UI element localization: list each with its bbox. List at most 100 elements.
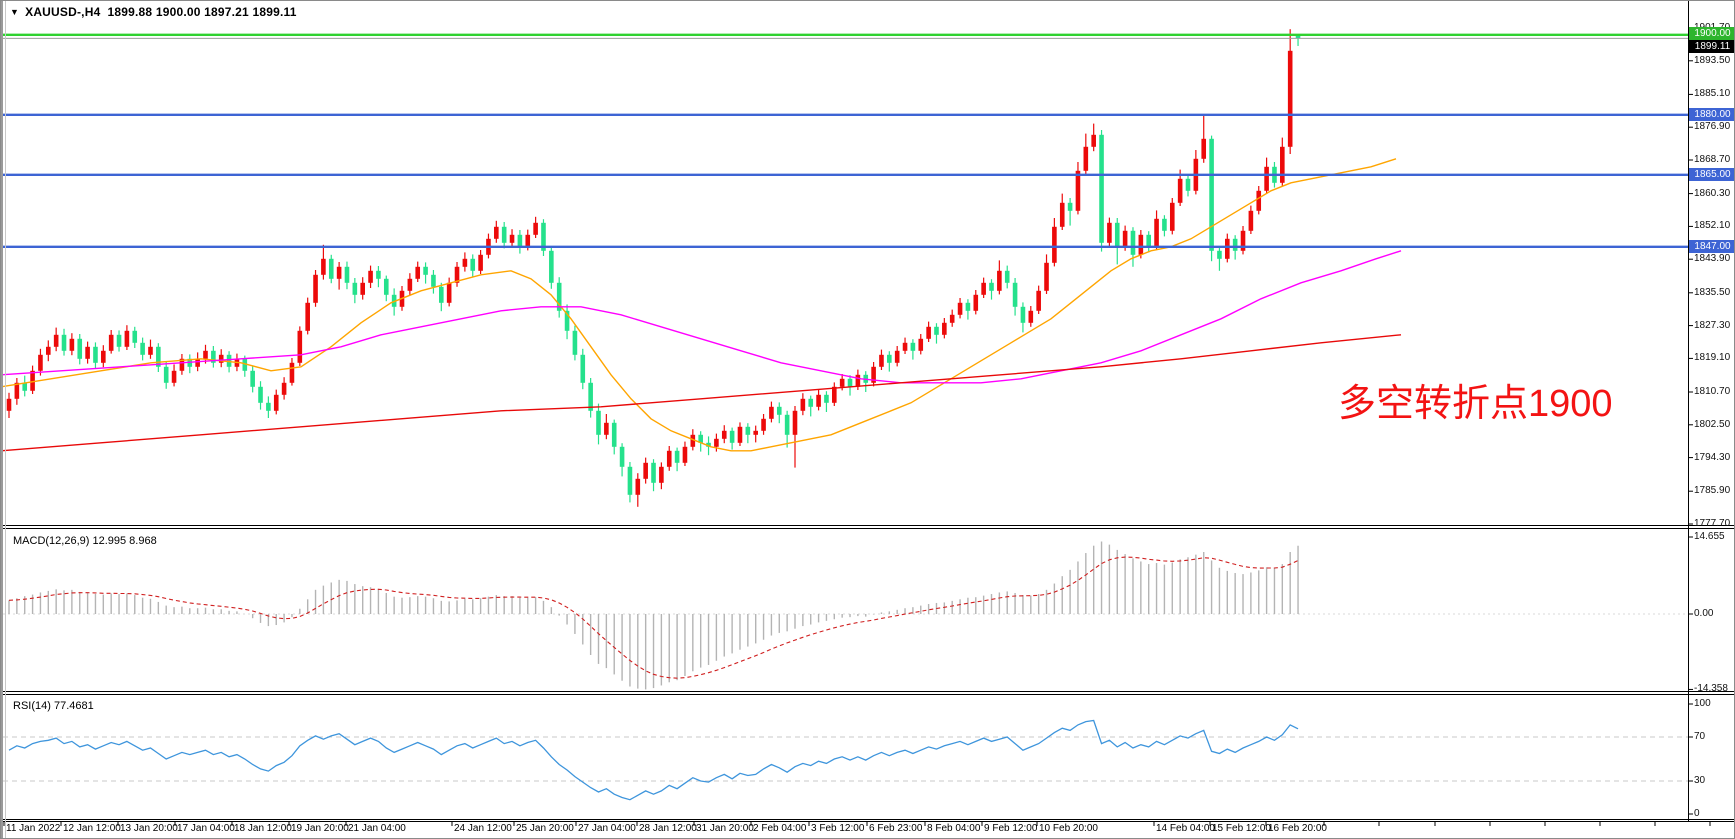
candle-bear — [580, 354, 586, 383]
candle-bear — [156, 346, 161, 367]
candle-bear — [934, 326, 939, 335]
candle-bull — [1201, 138, 1207, 159]
candle-bull — [360, 282, 365, 295]
price-axis-label-1860.30: 1860.30 — [1694, 187, 1731, 199]
candle-bull — [108, 334, 114, 351]
candle-bull — [195, 358, 200, 367]
candle-bear — [132, 330, 138, 343]
time-label-28-Jan-12-00: 28 Jan 12:00 — [639, 823, 697, 834]
candle-bear — [556, 282, 562, 311]
candle-bull — [1028, 310, 1034, 323]
candle-bull — [525, 234, 531, 247]
price-badge-1899.11: 1899.11 — [1689, 39, 1734, 53]
candle-bull — [368, 270, 373, 283]
candle-bear — [1162, 218, 1167, 231]
candle-bull — [926, 326, 931, 339]
price-badge-1865.00: 1865.00 — [1689, 168, 1734, 182]
candle-bull — [305, 302, 310, 331]
candle-bull — [85, 346, 90, 359]
candle-bull — [313, 274, 318, 303]
price-axis-label-1777.70: 1777.70 — [1694, 518, 1731, 529]
candle-bull — [494, 226, 499, 239]
time-label-8-Feb-04-00: 8 Feb 04:00 — [927, 823, 981, 834]
price-axis-label-1843.90: 1843.90 — [1694, 253, 1731, 265]
quote-line: ▼ XAUUSD-,H4 1899.88 1900.00 1897.21 1899… — [10, 5, 297, 19]
price-axis-label-1893.50: 1893.50 — [1694, 54, 1731, 66]
candle-bull — [1248, 210, 1254, 231]
candle-bear — [549, 250, 554, 283]
candle-bull — [53, 334, 59, 347]
candle-bull — [769, 406, 774, 419]
window-left-border — [1, 1, 3, 838]
candle-bull — [682, 446, 688, 463]
candle-bull — [942, 322, 947, 335]
price-axis-label-1794.30: 1794.30 — [1694, 451, 1731, 463]
rsi-axis-label-70: 70 — [1694, 731, 1706, 742]
candle-bear — [651, 462, 656, 483]
time-label-12-Jan-12-00: 12 Jan 12:00 — [63, 823, 121, 834]
price-badge-1880.00: 1880.00 — [1689, 108, 1734, 122]
candle-bear — [1004, 270, 1010, 283]
candle-bear — [1209, 138, 1214, 251]
candle-bear — [226, 354, 232, 367]
time-label-25-Jan-20-00: 25 Jan 20:00 — [516, 823, 574, 834]
price-axis-label-1876.90: 1876.90 — [1694, 121, 1731, 133]
price-axis-label-1802.50: 1802.50 — [1694, 418, 1731, 430]
candle-bull — [148, 346, 153, 355]
candle-bull — [1154, 218, 1159, 247]
candle-bull — [297, 330, 303, 363]
price-badge-1847.00: 1847.00 — [1689, 240, 1734, 254]
price-axis-label-1827.30: 1827.30 — [1694, 319, 1731, 331]
candle-bear — [1217, 250, 1222, 259]
symbol-dropdown-icon[interactable]: ▼ — [10, 7, 20, 17]
candle-bear — [619, 446, 625, 467]
ma-slow-red — [1, 334, 1402, 452]
macd-axis-label-14.655: 14.655 — [1694, 531, 1725, 542]
candle-bull — [1177, 178, 1183, 203]
candle-bear — [572, 330, 578, 355]
candle-bear — [729, 430, 735, 443]
macd-name: MACD(12,26,9) — [13, 535, 90, 547]
candle-bull — [643, 462, 648, 479]
candle-bull — [855, 374, 861, 387]
candle-bear — [627, 466, 633, 495]
candle-bull — [14, 382, 20, 399]
candle-bull — [171, 370, 177, 383]
candle-bull — [30, 370, 35, 391]
rsi-axis-label-100: 100 — [1694, 698, 1711, 709]
candle-bear — [423, 266, 428, 275]
candle-bull — [902, 342, 908, 351]
candle-bear — [352, 282, 358, 295]
ma-mid-magenta — [1, 250, 1402, 384]
candle-bear — [140, 342, 145, 355]
candle-bear — [887, 354, 892, 363]
candle-bear — [501, 226, 507, 243]
candle-bear — [1295, 35, 1301, 39]
time-label-10-Feb-20-00: 10 Feb 20:00 — [1039, 823, 1098, 834]
candle-bull — [46, 346, 51, 355]
candle-bear — [588, 382, 593, 411]
candle-bear — [965, 302, 971, 311]
candle-bull — [446, 282, 452, 303]
candle-bear — [910, 342, 916, 351]
candle-bull — [1083, 146, 1089, 171]
price-axis-label-1868.70: 1868.70 — [1694, 154, 1731, 165]
candle-bull — [462, 258, 468, 267]
macd-indicator-label: MACD(12,26,9) 12.995 8.968 — [13, 535, 157, 547]
candle-bull — [800, 398, 806, 411]
candle-bull — [101, 350, 106, 363]
candle-bear — [698, 434, 703, 443]
candle-bull — [816, 394, 821, 407]
candle-bear — [344, 266, 350, 283]
candle-bull — [1122, 230, 1128, 247]
candle-bear — [1020, 306, 1026, 323]
candle-bear — [706, 442, 711, 447]
time-label-3-Feb-12-00: 3 Feb 12:00 — [811, 823, 865, 834]
rsi-axis-label-30: 30 — [1694, 775, 1706, 786]
time-label-21-Jan-04-00: 21 Jan 04:00 — [348, 823, 406, 834]
time-label-15-Feb-12-00: 15 Feb 12:00 — [1212, 823, 1271, 834]
candle-bull — [454, 266, 460, 283]
candle-bear — [611, 422, 617, 447]
candle-bear — [596, 410, 601, 435]
